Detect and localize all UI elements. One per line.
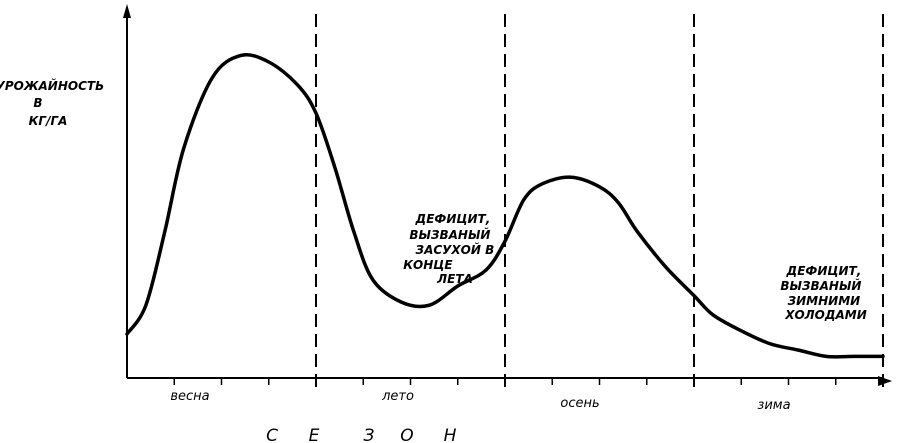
annotation-line: ДЕФИЦИТ,	[786, 264, 862, 278]
x-axis-label-letter: С	[266, 426, 278, 443]
y-axis-label-line: УРОЖАЙНОСТЬ	[0, 78, 104, 93]
x-axis-label-letter: Е	[309, 426, 320, 443]
x-axis-label-letter: З	[364, 426, 375, 443]
y-axis-label-line: КГ/ГА	[29, 114, 68, 128]
x-axis-label-letter: Н	[444, 426, 457, 443]
y-axis-label: УРОЖАЙНОСТЬ В КГ/ГА	[0, 78, 108, 128]
y-axis-arrow	[123, 4, 131, 18]
annotation-line: ВЫЗВАНЫЙ	[780, 278, 861, 293]
annotation-winter-cold: ДЕФИЦИТ, ВЫЗВАНЫЙ ЗИМНИМИ ХОЛОДАМИ	[780, 264, 866, 322]
annotation-line: ЛЕТА	[436, 272, 473, 286]
x-axis-arrow	[878, 376, 892, 386]
annotation-line: ХОЛОДАМИ	[784, 308, 867, 322]
annotation-line: ДЕФИЦИТ,	[415, 212, 491, 226]
x-axis-ticks	[173, 378, 837, 385]
season-label-winter: зима	[757, 398, 790, 413]
x-axis-label-letter: О	[400, 426, 413, 443]
annotation-line: ЗАСУХОЙ В	[416, 242, 495, 257]
y-axis-label-line: В	[33, 96, 42, 110]
season-boundaries	[315, 14, 884, 392]
season-label-spring: весна	[170, 389, 209, 404]
yield-curve	[125, 53, 885, 359]
season-label-summer: лето	[381, 389, 414, 404]
annotation-line: ВЫЗВАНЫЙ	[409, 227, 490, 242]
season-label-autumn: осень	[560, 396, 599, 411]
annotation-line: ЗИМНИМИ	[788, 294, 861, 308]
annotation-line: КОНЦЕ	[403, 258, 453, 272]
annotation-drought: ДЕФИЦИТ, ВЫЗВАНЫЙ ЗАСУХОЙ В КОНЦЕ ЛЕТА	[403, 212, 498, 286]
